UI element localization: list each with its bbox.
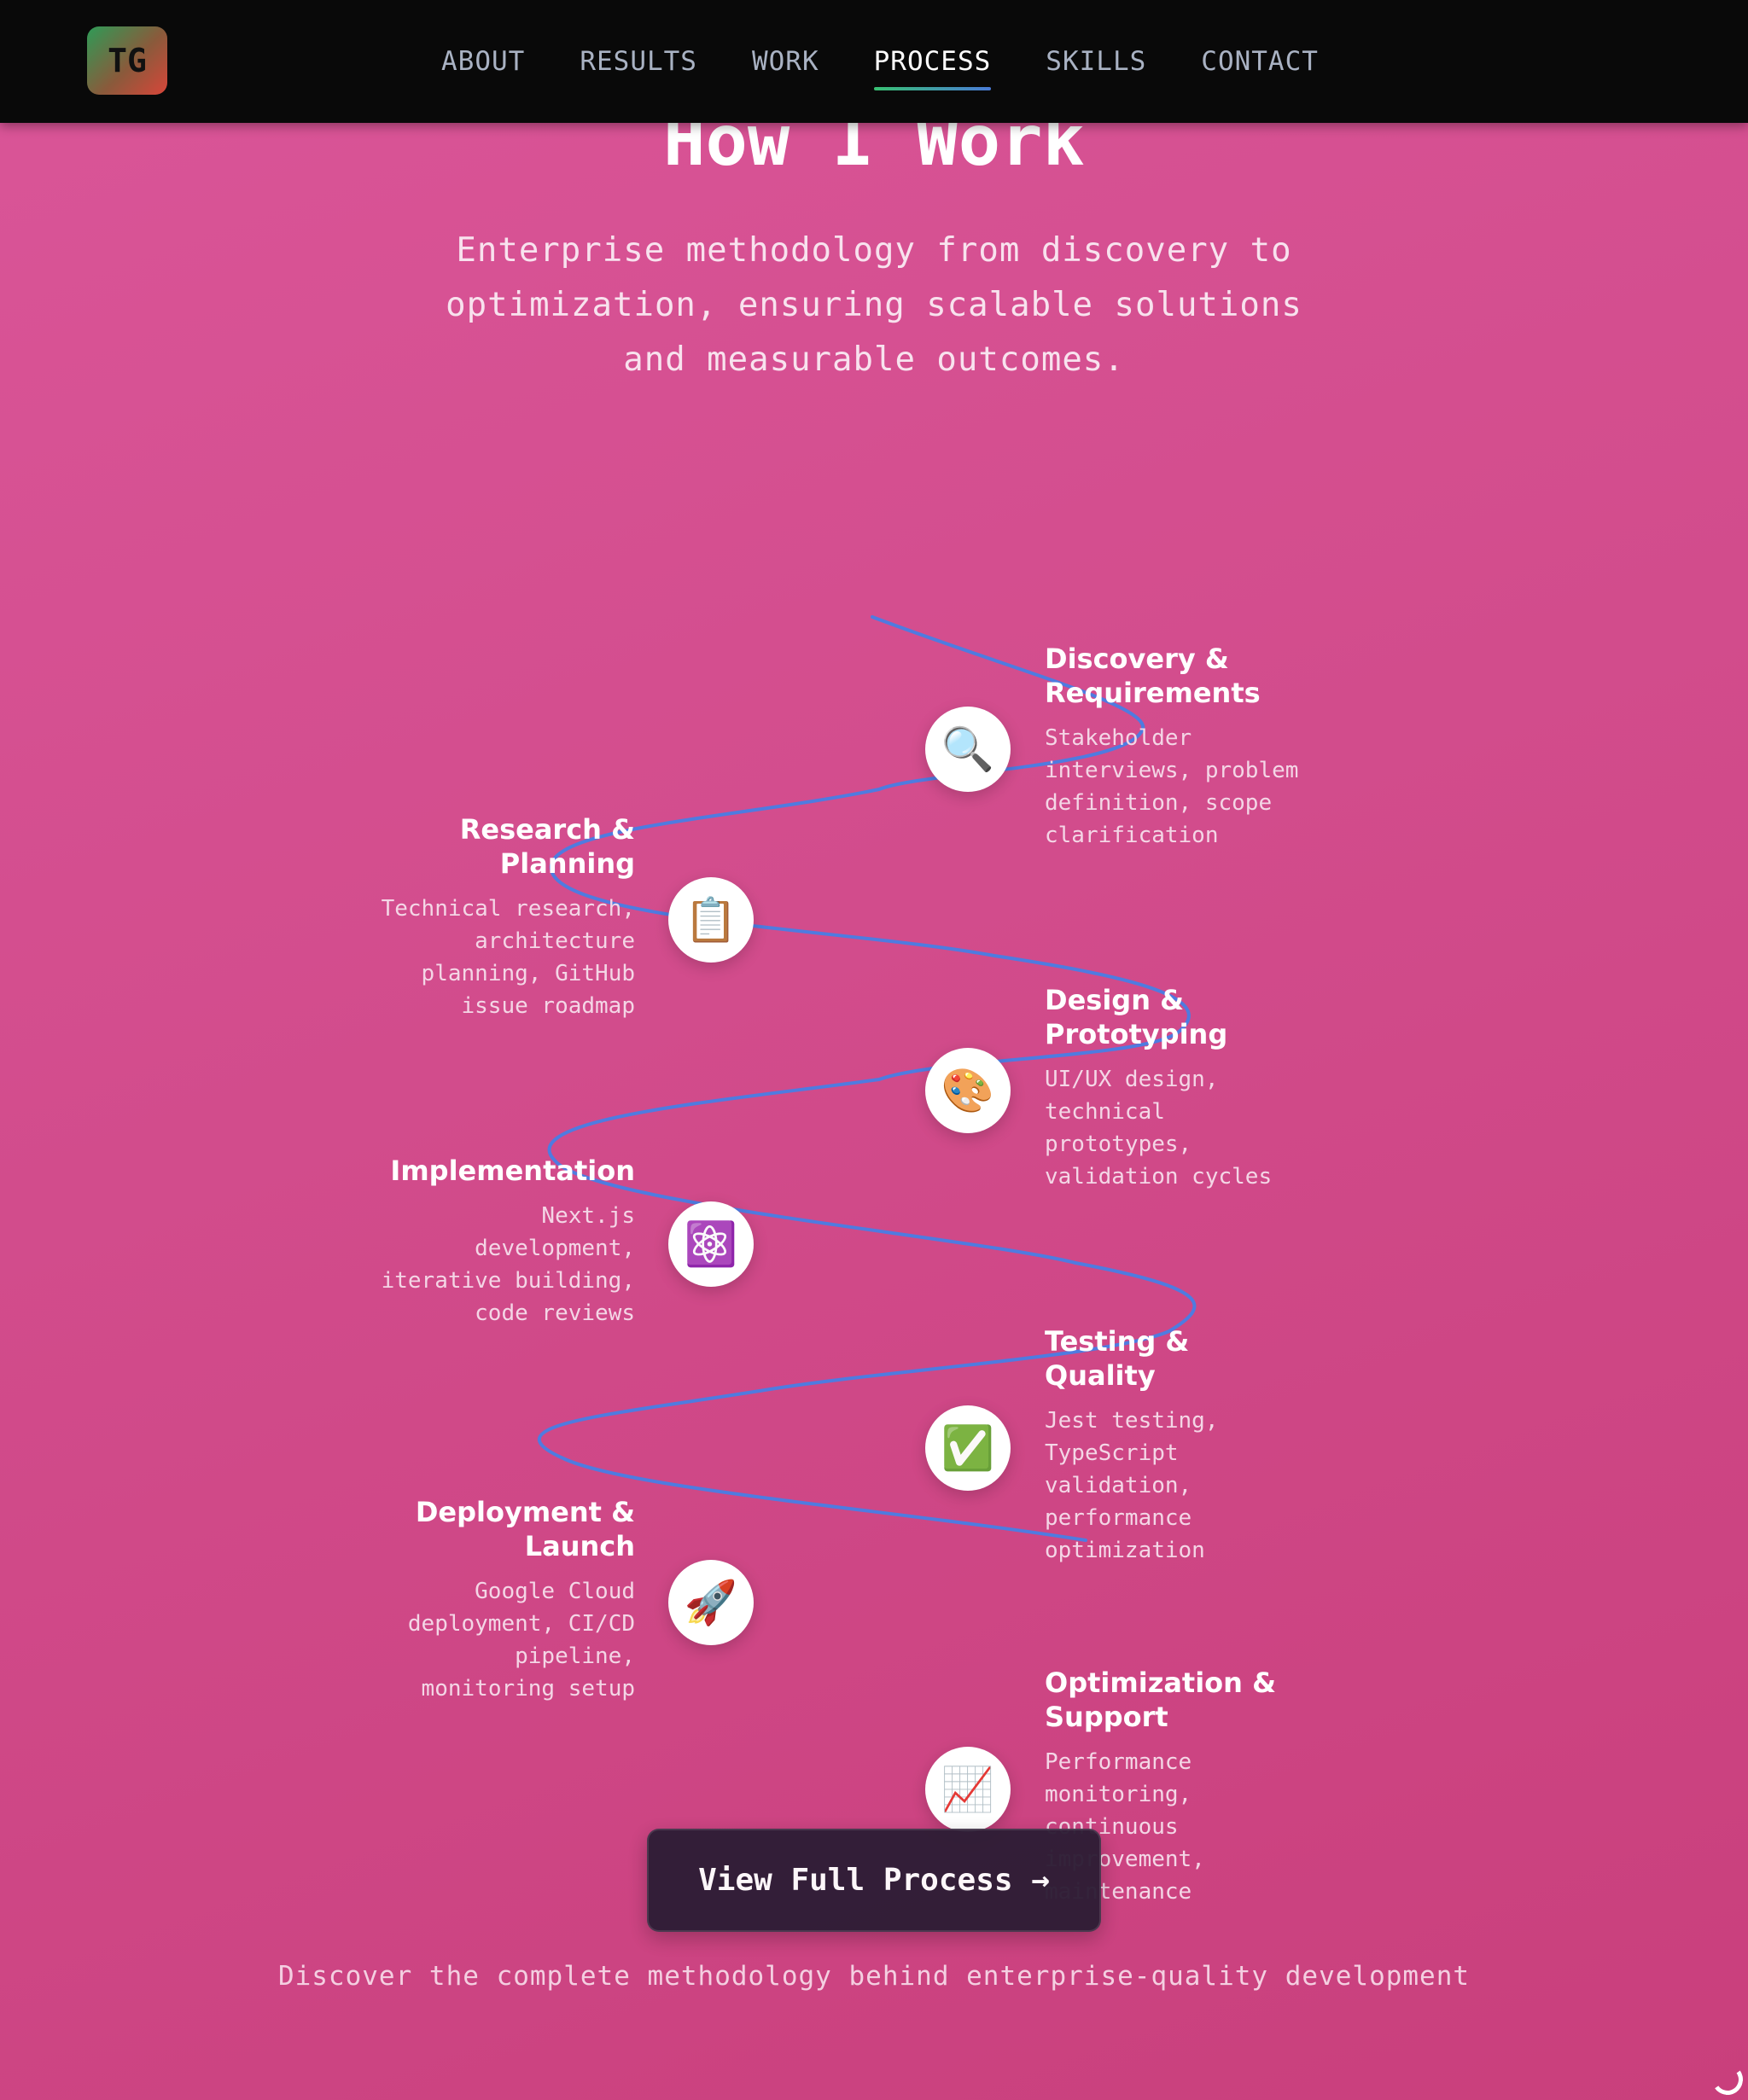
process-step: Testing & Quality Jest testing, TypeScri… — [1045, 1324, 1301, 1567]
chart-up-icon: 📈 — [925, 1747, 1011, 1832]
loading-spinner-icon — [1710, 2062, 1745, 2097]
clipboard-icon: 📋 — [668, 877, 754, 963]
step-description: Google Cloud deployment, CI/CD pipeline,… — [407, 1579, 635, 1702]
process-step: Research & Planning Technical research, … — [379, 812, 635, 1022]
step-title: Discovery & Requirements — [1045, 643, 1261, 709]
process-step: Implementation Next.js development, iter… — [379, 1154, 635, 1329]
magnifier-icon: 🔍 — [925, 707, 1011, 792]
process-step: Discovery & Requirements Stakeholder int… — [1045, 642, 1301, 852]
nav-menu: ABOUT RESULTS WORK PROCESS SKILLS CONTAC… — [441, 0, 1373, 123]
check-icon: ✅ — [925, 1405, 1011, 1491]
view-full-process-button[interactable]: View Full Process → — [647, 1829, 1101, 1932]
cta-caption: Discover the complete methodology behind… — [277, 1961, 1471, 1992]
logo-badge[interactable]: TG — [87, 26, 167, 95]
step-title: Deployment & Launch — [415, 1496, 635, 1562]
step-description: Jest testing, TypeScript validation, per… — [1045, 1408, 1219, 1563]
rocket-icon: 🚀 — [668, 1560, 754, 1645]
step-description: Next.js development, iterative building,… — [381, 1203, 635, 1326]
step-title: Implementation — [390, 1155, 635, 1187]
atom-icon: ⚛️ — [668, 1201, 754, 1287]
process-step: Deployment & Launch Google Cloud deploym… — [379, 1495, 635, 1705]
step-description: Stakeholder interviews, problem definiti… — [1045, 725, 1299, 848]
nav-item-work[interactable]: WORK — [751, 46, 819, 77]
step-title: Optimization & Support — [1045, 1667, 1276, 1733]
step-description: Technical research, architecture plannin… — [381, 896, 635, 1019]
step-title: Research & Planning — [459, 813, 635, 880]
step-description: UI/UX design, technical prototypes, vali… — [1045, 1067, 1273, 1190]
top-navbar: TG ABOUT RESULTS WORK PROCESS SKILLS CON… — [0, 0, 1748, 123]
nav-item-skills[interactable]: SKILLS — [1046, 46, 1147, 77]
palette-icon: 🎨 — [925, 1048, 1011, 1133]
step-title: Design & Prototyping — [1045, 984, 1228, 1050]
nav-item-process[interactable]: PROCESS — [873, 0, 992, 123]
process-step: Design & Prototyping UI/UX design, techn… — [1045, 983, 1301, 1193]
step-title: Testing & Quality — [1045, 1325, 1190, 1392]
nav-item-results[interactable]: RESULTS — [580, 46, 697, 77]
nav-item-contact[interactable]: CONTACT — [1201, 46, 1319, 77]
section-subtitle: Enterprise methodology from discovery to… — [446, 231, 1302, 379]
nav-item-about[interactable]: ABOUT — [441, 46, 526, 77]
